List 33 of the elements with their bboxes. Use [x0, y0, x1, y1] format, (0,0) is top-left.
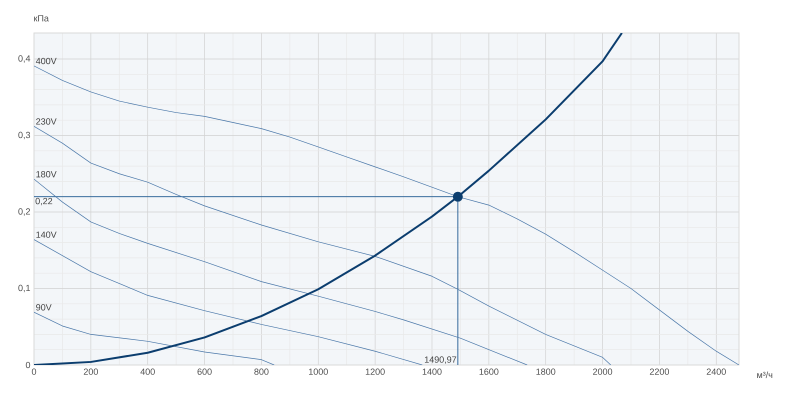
- y-tick-label: 0,3: [18, 132, 30, 140]
- x-tick-label: 1800: [536, 368, 556, 375]
- series-label: 180V: [36, 171, 57, 178]
- ref-line-label: 1490,97: [424, 356, 456, 364]
- x-tick-label: 800: [254, 368, 269, 375]
- x-tick-label: 1200: [366, 368, 385, 375]
- x-tick-label: 400: [140, 368, 155, 375]
- ref-line-label: 0,22: [36, 198, 52, 206]
- x-tick-label: 2200: [650, 368, 670, 375]
- series-label: 90V: [36, 304, 52, 311]
- x-tick-label: 2000: [593, 368, 612, 375]
- x-tick-label: 200: [84, 368, 98, 375]
- line-series: [34, 178, 528, 365]
- y-tick-label: 0: [26, 362, 30, 368]
- line-series: [34, 239, 423, 365]
- x-tick-label: 2400: [706, 368, 726, 375]
- x-tick-label: 1600: [480, 368, 498, 375]
- x-tick-label: 1000: [308, 368, 328, 375]
- line-series: [34, 66, 740, 365]
- y-tick-label: 0,1: [18, 284, 30, 292]
- y-axis-title: кПа: [34, 15, 49, 22]
- series-label: 140V: [36, 231, 57, 238]
- x-tick-label: 0: [32, 368, 36, 375]
- series-label: 400V: [36, 58, 57, 64]
- line-series: [34, 32, 623, 365]
- x-tick-label: 600: [198, 368, 212, 375]
- series-label: 230V: [36, 118, 57, 125]
- x-tick-label: 1400: [422, 368, 442, 375]
- line-series: [34, 312, 275, 365]
- y-tick-label: 0,4: [18, 55, 30, 63]
- x-axis-title: м³/ч: [757, 372, 772, 378]
- y-tick-label: 0,2: [18, 208, 30, 216]
- line-series: [34, 126, 612, 365]
